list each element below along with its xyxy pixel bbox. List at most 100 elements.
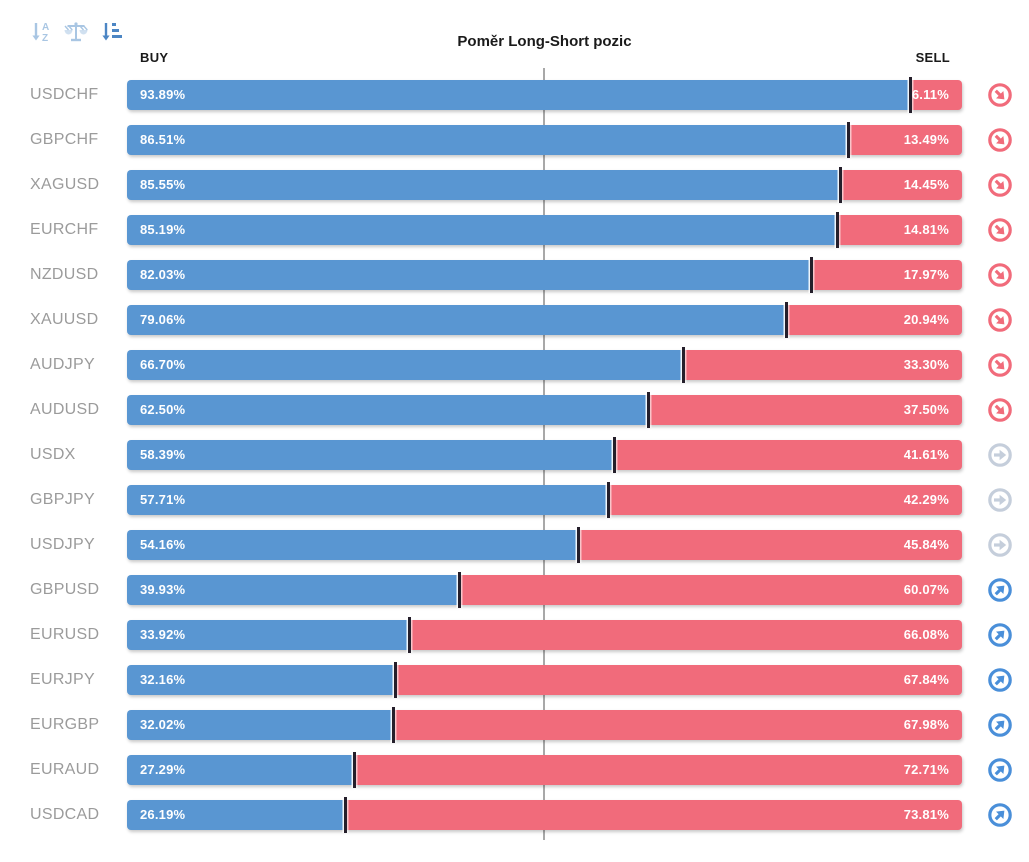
ratio-bar[interactable]: 26.19% 73.81% — [127, 796, 962, 833]
sell-bar-segment: 41.61% — [614, 439, 962, 470]
ratio-bar[interactable]: 86.51% 13.49% — [127, 121, 962, 158]
ratio-bar[interactable]: 62.50% 37.50% — [127, 391, 962, 428]
sell-percent-label: 45.84% — [903, 537, 949, 552]
trend-icon — [987, 802, 1013, 828]
table-row: USDJPY 54.16% 45.84% — [0, 522, 1029, 567]
ratio-bar[interactable]: 39.93% 60.07% — [127, 571, 962, 608]
table-row: EURJPY 32.16% 67.84% — [0, 657, 1029, 702]
ratio-bar[interactable]: 82.03% 17.97% — [127, 256, 962, 293]
balance-scales-icon — [63, 19, 89, 48]
pair-label: AUDUSD — [30, 400, 100, 418]
ratio-bar[interactable]: 32.02% 67.98% — [127, 706, 962, 743]
sell-percent-label: 73.81% — [903, 807, 949, 822]
sell-percent-label: 20.94% — [903, 312, 949, 327]
pair-label: USDJPY — [30, 535, 95, 553]
buy-bar-segment: 93.89% — [127, 79, 911, 110]
trend-icon — [987, 757, 1013, 783]
trend-icon — [987, 172, 1013, 198]
sort-by-value-button[interactable] — [98, 20, 124, 46]
trend-icon — [987, 442, 1013, 468]
buy-bar-segment: 85.55% — [127, 169, 842, 200]
balance-scales-button[interactable] — [63, 20, 89, 46]
trend-icon — [987, 532, 1013, 558]
sell-percent-label: 60.07% — [903, 582, 949, 597]
trend-icon — [987, 262, 1013, 288]
ratio-bar[interactable]: 85.19% 14.81% — [127, 211, 962, 248]
buy-bar-segment: 26.19% — [127, 799, 346, 830]
buy-percent-label: 33.92% — [140, 627, 186, 642]
bar-divider — [343, 796, 347, 833]
bar-divider — [646, 391, 650, 428]
sell-percent-label: 14.45% — [903, 177, 949, 192]
buy-bar-segment: 32.02% — [127, 709, 395, 740]
pair-label: EURGBP — [30, 715, 100, 733]
buy-percent-label: 32.16% — [140, 672, 186, 687]
buy-bar-segment: 32.16% — [127, 664, 396, 695]
sell-percent-label: 6.11% — [911, 87, 949, 102]
pair-label: USDX — [30, 445, 76, 463]
table-row: EURCHF 85.19% 14.81% — [0, 207, 1029, 252]
sell-bar-segment: 17.97% — [811, 259, 962, 290]
sell-bar-segment: 13.49% — [849, 124, 962, 155]
pair-label: XAUUSD — [30, 310, 99, 328]
table-row: EURGBP 32.02% 67.98% — [0, 702, 1029, 747]
trend-icon — [987, 712, 1013, 738]
trend-icon — [987, 487, 1013, 513]
ratio-bar[interactable]: 79.06% 20.94% — [127, 301, 962, 338]
sort-alphabetical-button[interactable]: A Z — [28, 20, 54, 46]
bar-divider — [458, 571, 462, 608]
pair-label: EURUSD — [30, 625, 100, 643]
buy-bar-segment: 58.39% — [127, 439, 615, 470]
trend-icon — [987, 217, 1013, 243]
table-row: GBPJPY 57.71% 42.29% — [0, 477, 1029, 522]
trend-icon — [987, 127, 1013, 153]
buy-percent-label: 39.93% — [140, 582, 186, 597]
pair-label: USDCHF — [30, 85, 99, 103]
ratio-bar[interactable]: 27.29% 72.71% — [127, 751, 962, 788]
buy-bar-segment: 85.19% — [127, 214, 839, 245]
trend-icon — [987, 307, 1013, 333]
rows-container: USDCHF 93.89% 6.11% — [0, 72, 1029, 837]
buy-bar-segment: 62.50% — [127, 394, 649, 425]
buy-bar-segment: 57.71% — [127, 484, 609, 515]
ratio-bar[interactable]: 32.16% 67.84% — [127, 661, 962, 698]
table-row: USDCAD 26.19% 73.81% — [0, 792, 1029, 837]
buy-percent-label: 85.55% — [140, 177, 186, 192]
ratio-bar[interactable]: 66.70% 33.30% — [127, 346, 962, 383]
sell-bar-segment: 42.29% — [608, 484, 962, 515]
sell-percent-label: 67.98% — [903, 717, 949, 732]
sell-bar-segment: 20.94% — [787, 304, 962, 335]
bar-divider — [408, 616, 412, 653]
bar-divider — [606, 481, 610, 518]
sell-percent-label: 14.81% — [903, 222, 949, 237]
sort-alphabetical-icon: A Z — [28, 19, 54, 48]
sell-bar-segment: 67.98% — [394, 709, 962, 740]
ratio-bar[interactable]: 85.55% 14.45% — [127, 166, 962, 203]
ratio-bar[interactable]: 93.89% 6.11% — [127, 76, 962, 113]
pair-label: EURAUD — [30, 760, 100, 778]
buy-percent-label: 27.29% — [140, 762, 186, 777]
sell-bar-segment: 45.84% — [579, 529, 962, 560]
ratio-bar[interactable]: 54.16% 45.84% — [127, 526, 962, 563]
sell-percent-label: 66.08% — [903, 627, 949, 642]
trend-icon — [987, 622, 1013, 648]
buy-percent-label: 54.16% — [140, 537, 186, 552]
ratio-bar[interactable]: 33.92% 66.08% — [127, 616, 962, 653]
buy-bar-segment: 79.06% — [127, 304, 788, 335]
sell-percent-label: 33.30% — [903, 357, 949, 372]
pair-label: EURCHF — [30, 220, 99, 238]
pair-label: AUDJPY — [30, 355, 95, 373]
sell-bar-segment: 67.84% — [395, 664, 962, 695]
trend-icon — [987, 82, 1013, 108]
ratio-bar[interactable]: 58.39% 41.61% — [127, 436, 962, 473]
bar-divider — [809, 256, 813, 293]
sell-percent-label: 72.71% — [903, 762, 949, 777]
table-row: EURAUD 27.29% 72.71% — [0, 747, 1029, 792]
buy-bar-segment: 66.70% — [127, 349, 684, 380]
ratio-bar[interactable]: 57.71% 42.29% — [127, 481, 962, 518]
sell-percent-label: 17.97% — [903, 267, 949, 282]
sell-percent-label: 37.50% — [903, 402, 949, 417]
buy-percent-label: 79.06% — [140, 312, 186, 327]
trend-icon — [987, 397, 1013, 423]
